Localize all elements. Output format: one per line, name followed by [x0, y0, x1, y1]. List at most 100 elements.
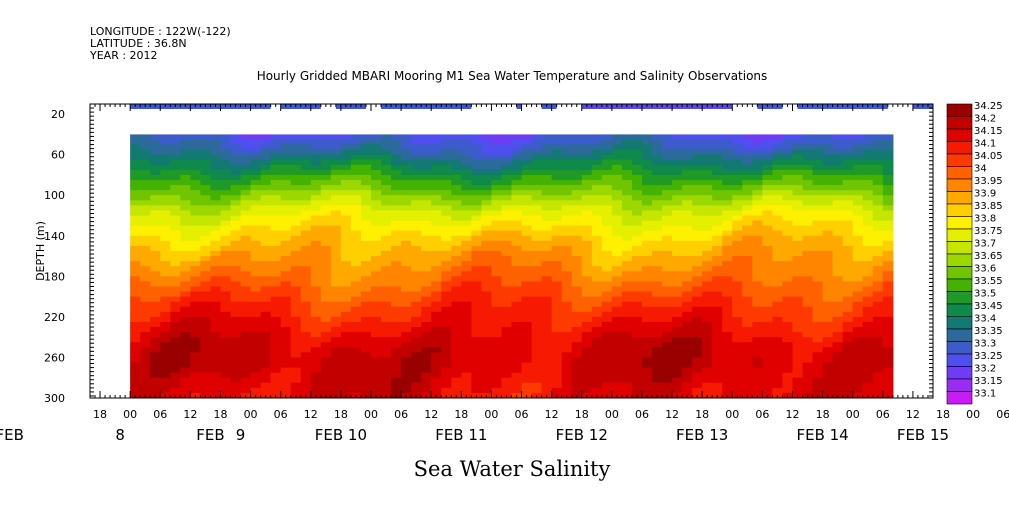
salinity-cell: [722, 251, 733, 257]
salinity-cell: [250, 347, 262, 353]
salinity-cell: [702, 190, 713, 196]
salinity-cell: [782, 245, 794, 252]
salinity-cell: [782, 225, 794, 232]
salinity-cell: [150, 286, 161, 293]
salinity-cell: [732, 139, 743, 146]
salinity-cell: [190, 235, 201, 242]
salinity-cell: [270, 154, 282, 161]
salinity-cell: [220, 271, 232, 277]
salinity-cell: [792, 266, 804, 272]
salinity-cell: [260, 251, 272, 257]
salinity-cell: [240, 357, 252, 364]
salinity-cell: [421, 139, 432, 146]
salinity-cell: [130, 357, 141, 364]
salinity-cell: [882, 347, 894, 353]
salinity-cell: [812, 154, 824, 161]
salinity-cell: [682, 154, 693, 161]
salinity-cell: [812, 190, 824, 196]
salinity-cell: [702, 296, 713, 303]
salinity-cell: [551, 362, 563, 369]
salinity-cell: [872, 230, 884, 237]
salinity-cell: [350, 281, 362, 288]
salinity-cell: [230, 200, 242, 206]
salinity-cell: [441, 377, 452, 384]
salinity-cell: [631, 377, 643, 384]
salinity-cell: [541, 327, 553, 333]
salinity-cell: [762, 230, 774, 237]
salinity-cell: [862, 367, 874, 374]
salinity-cell: [451, 245, 462, 252]
salinity-cell: [842, 301, 854, 308]
salinity-cell: [210, 159, 222, 166]
salinity-cell: [561, 296, 573, 303]
salinity-cell: [752, 190, 763, 196]
salinity-cell: [782, 164, 794, 171]
salinity-cell: [762, 352, 774, 359]
salinity-cell: [220, 225, 232, 232]
salinity-cell: [240, 256, 252, 262]
salinity-cell: [652, 251, 663, 257]
salinity-cell: [692, 377, 703, 384]
salinity-cell: [391, 144, 402, 151]
salinity-cell: [220, 387, 232, 394]
salinity-cell: [722, 139, 733, 146]
salinity-cell: [772, 240, 784, 247]
salinity-cell: [712, 387, 723, 394]
salinity-cell: [421, 225, 432, 232]
salinity-cell: [371, 134, 382, 141]
salinity-cell: [461, 342, 472, 348]
salinity-cell: [270, 306, 282, 313]
salinity-cell: [832, 306, 844, 313]
salinity-cell: [441, 251, 452, 257]
salinity-cell: [350, 332, 362, 338]
salinity-cell: [130, 230, 141, 237]
salinity-cell: [310, 180, 322, 186]
salinity-cell: [441, 230, 452, 237]
salinity-cell: [220, 200, 232, 206]
salinity-cell: [822, 316, 834, 323]
salinity-cell: [200, 311, 212, 318]
salinity-cell: [330, 144, 342, 151]
salinity-cell: [320, 256, 332, 262]
salinity-cell: [702, 215, 713, 222]
salinity-cell: [401, 342, 412, 348]
salinity-cell: [571, 367, 583, 374]
salinity-cell: [150, 245, 161, 252]
salinity-cell: [471, 144, 482, 151]
salinity-cell: [842, 174, 854, 181]
salinity-cell: [772, 261, 784, 267]
salinity-cell: [411, 372, 422, 379]
salinity-cell: [170, 230, 181, 237]
salinity-cell: [130, 311, 141, 318]
salinity-cell: [421, 296, 432, 303]
salinity-cell: [742, 144, 753, 151]
salinity-cell: [250, 144, 262, 151]
salinity-cell: [140, 230, 151, 237]
salinity-cell: [692, 266, 703, 272]
salinity-cell: [511, 215, 523, 222]
salinity-cell: [391, 321, 402, 328]
salinity-cell: [391, 332, 402, 338]
salinity-cell: [702, 352, 713, 359]
salinity-cell: [290, 367, 302, 374]
salinity-cell: [280, 164, 292, 171]
salinity-cell: [441, 154, 452, 161]
x-tick-label: 00: [725, 408, 739, 421]
salinity-cell: [621, 180, 633, 186]
salinity-cell: [330, 357, 342, 364]
salinity-cell: [491, 306, 503, 313]
salinity-cell: [150, 362, 161, 369]
salinity-cell: [230, 266, 242, 272]
salinity-cell: [561, 271, 573, 277]
salinity-cell: [230, 159, 242, 166]
salinity-cell: [772, 306, 784, 313]
salinity-cell: [561, 291, 573, 298]
salinity-cell: [250, 291, 262, 298]
salinity-cell: [360, 169, 372, 176]
salinity-cell: [652, 225, 663, 232]
salinity-cell: [431, 240, 442, 247]
salinity-cell: [631, 311, 643, 318]
salinity-cell: [571, 210, 583, 217]
salinity-cell: [752, 240, 763, 247]
salinity-cell: [722, 220, 733, 227]
